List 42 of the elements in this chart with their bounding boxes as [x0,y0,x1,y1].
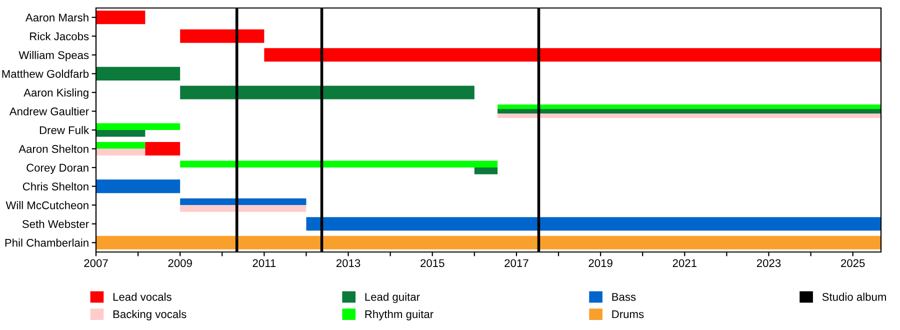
y-tick-label: Matthew Goldfarb [2,70,89,78]
legend-label: Lead guitar [365,292,420,304]
bar [96,236,881,250]
y-tick-label: William Speas [18,50,89,62]
y-tick-label: Will McCutcheon [6,201,88,210]
bar [180,160,498,168]
x-tick-label: 2021 [672,259,696,268]
bar [180,205,306,212]
legend-label: Studio album [822,292,886,301]
y-tick-label: Drew Fulk [40,126,90,134]
legend-label: Rhythm guitar [365,310,434,320]
y-tick-label: Aaron Shelton [18,144,88,153]
y-tick-label: Andrew Gaultier [9,107,89,116]
y-tick-label: Seth Webster [22,220,89,228]
bar [96,10,146,24]
legend-label: Drums [612,310,644,318]
x-tick-label: 2023 [756,259,781,268]
bar [306,217,881,231]
x-tick-label: 2011 [252,259,276,268]
legend-label: Backing vocals [113,310,186,320]
x-tick-label: 2009 [168,259,192,268]
bar [145,142,180,156]
x-tick-label: 2007 [84,259,108,268]
bar [264,48,881,62]
x-tick-label: 2013 [336,259,360,268]
x-tick-label: 2019 [588,259,612,268]
y-tick-label: Aaron Kisling [24,88,88,99]
legend-label: Bass [612,293,636,301]
y-tick-label: Chris Shelton [22,182,88,190]
bar [180,29,264,43]
bar [96,142,146,149]
y-tick-label: Phil Chamberlain [5,238,88,247]
legend-label: Lead vocals [113,292,172,301]
x-tick-label: 2015 [420,259,444,268]
y-tick-label: Rick Jacobs [30,32,89,40]
y-tick-label: Aaron Marsh [25,13,88,22]
bar [96,123,180,130]
x-tick-label: 2025 [841,259,865,268]
bar [96,148,146,156]
bar [96,180,180,194]
x-tick-label: 2017 [504,259,528,268]
y-tick-label: Corey Doran [26,164,88,174]
